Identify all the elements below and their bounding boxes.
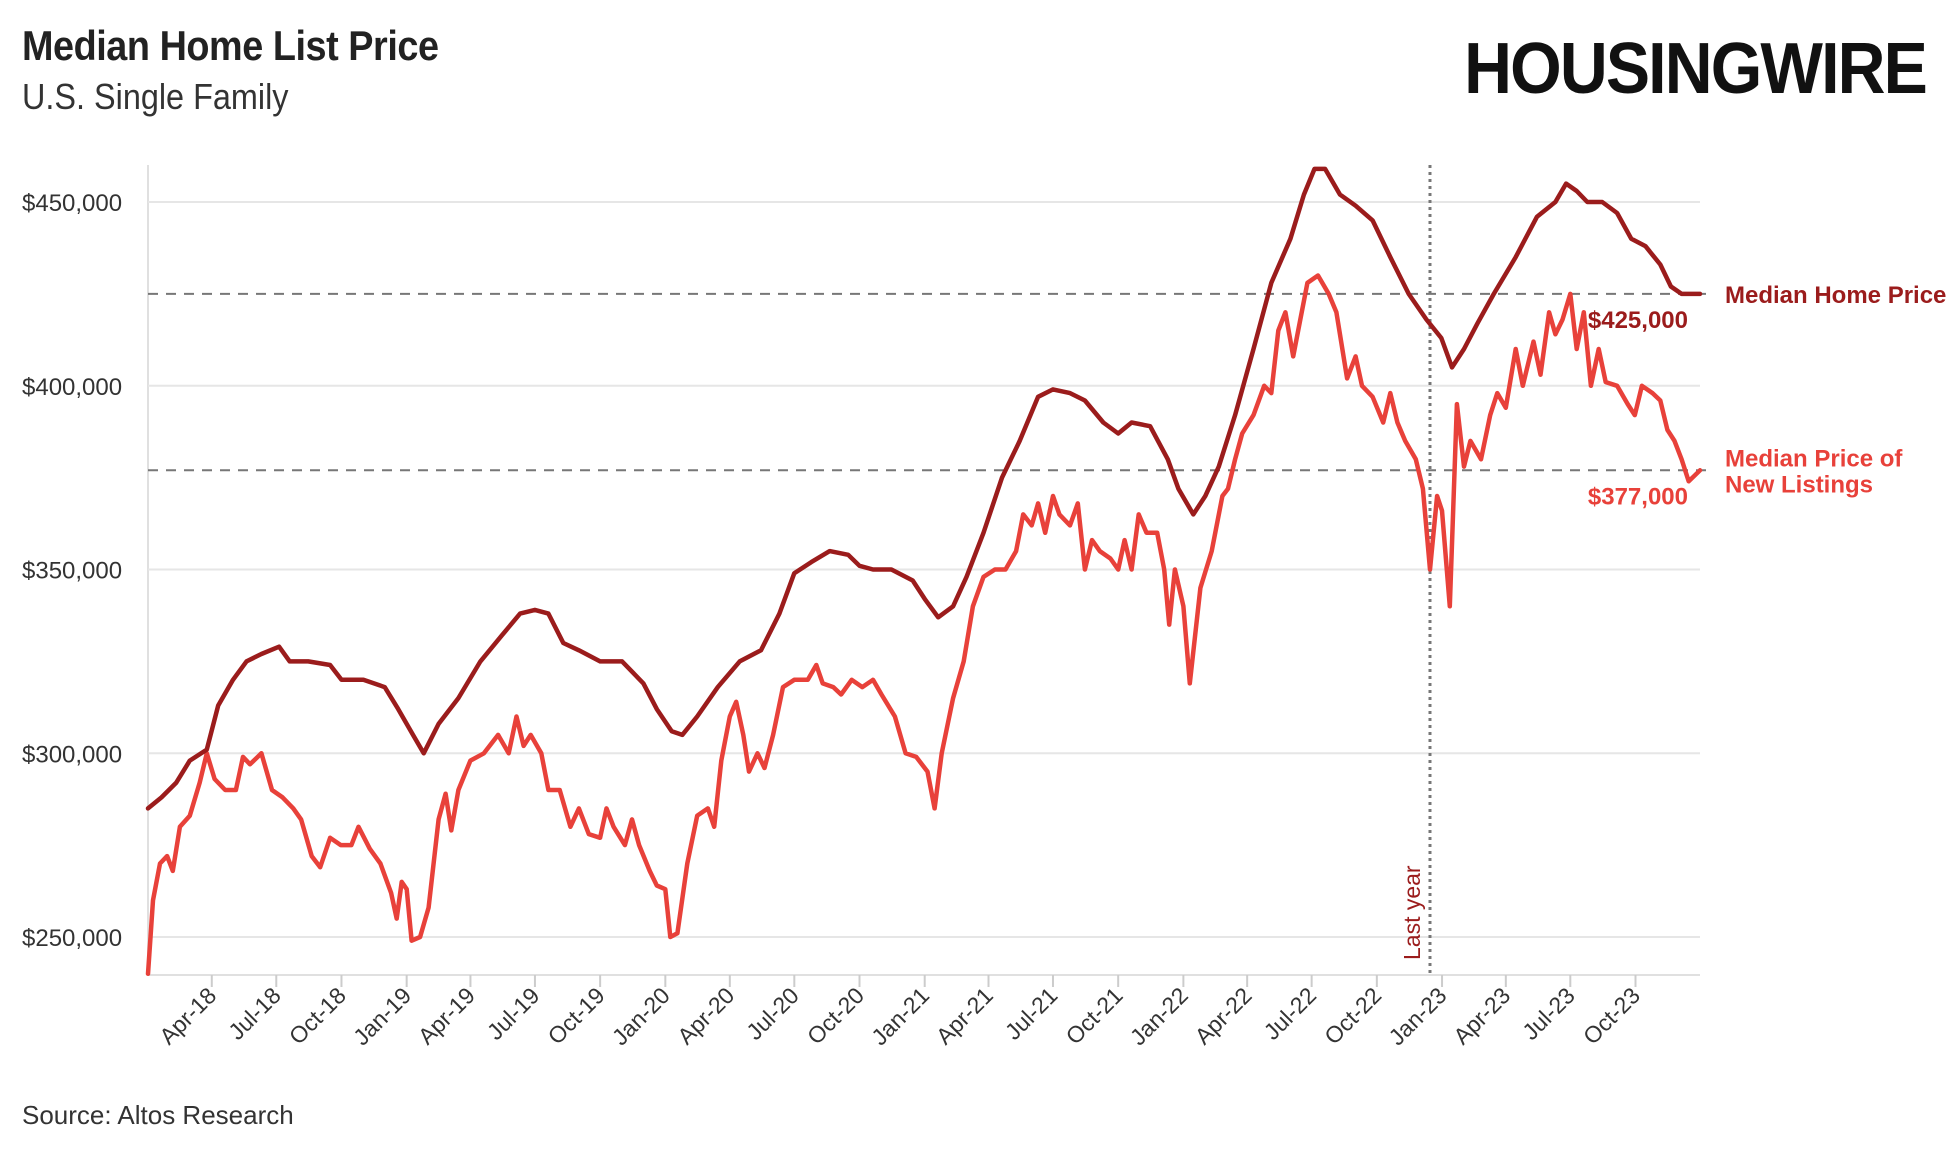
x-tick-label: Jan-20	[607, 982, 675, 1050]
x-tick-label: Jan-22	[1125, 982, 1193, 1050]
x-tick-label: Apr-23	[1448, 982, 1515, 1049]
x-tick-label: Apr-21	[931, 982, 998, 1049]
y-tick-label: $250,000	[22, 925, 122, 952]
x-tick-label: Jan-23	[1383, 982, 1451, 1050]
median-home-price-value: $425,000	[1588, 307, 1688, 334]
x-tick-label: Apr-18	[154, 982, 221, 1049]
last-year-marker: Last year	[1399, 165, 1432, 975]
series-lines	[145, 166, 1703, 977]
x-tick-label: Oct-23	[1578, 982, 1645, 1049]
x-tick-label: Jan-21	[866, 982, 934, 1050]
new-listings-value: $377,000	[1588, 483, 1688, 510]
y-tick-label: $350,000	[22, 558, 122, 585]
x-tick-label: Apr-22	[1189, 982, 1256, 1049]
chart-subtitle: U.S. Single Family	[22, 76, 289, 117]
y-tick-label: $300,000	[22, 741, 122, 768]
new-listings-label: Median Price of New Listings	[1725, 445, 1903, 498]
x-tick-label: Apr-19	[413, 982, 480, 1049]
new-listings-label-line: Median Price of	[1725, 445, 1903, 472]
median-home-price-label: Median Home Price	[1725, 282, 1946, 309]
reference-lines	[148, 292, 1712, 472]
last-year-label: Last year	[1399, 865, 1425, 960]
source-note: Source: Altos Research	[22, 1100, 294, 1130]
x-tick-label: Jul-19	[482, 982, 545, 1045]
x-tick-label: Jul-23	[1517, 982, 1580, 1045]
housingwire-logo: HOUSINGWIRE	[1464, 29, 1928, 109]
grid-lines	[147, 165, 1700, 976]
y-tick-label: $400,000	[22, 374, 122, 401]
x-tick-label: Apr-20	[672, 982, 739, 1049]
x-tick-label: Jul-20	[741, 982, 804, 1045]
x-tick-label: Oct-21	[1061, 982, 1128, 1049]
chart-title: Median Home List Price	[22, 22, 439, 69]
new-listings-label-line: New Listings	[1725, 471, 1873, 498]
x-tick-label: Oct-19	[542, 982, 609, 1049]
x-tick-label: Oct-18	[284, 982, 351, 1049]
x-tick-label: Oct-20	[802, 982, 869, 1049]
x-tick-label: Jul-18	[223, 982, 286, 1045]
median-home-price-line	[145, 166, 1703, 811]
x-tick-label: Jul-21	[1000, 982, 1063, 1045]
new-listings-price-line	[145, 273, 1703, 977]
y-tick-label: $450,000	[22, 190, 122, 217]
x-tick-label: Jul-22	[1258, 982, 1321, 1045]
x-tick-label: Oct-22	[1319, 982, 1386, 1049]
annotations: Median Home Price $425,000 Median Price of…	[1588, 282, 1947, 510]
x-tick-label: Jan-19	[348, 982, 416, 1050]
